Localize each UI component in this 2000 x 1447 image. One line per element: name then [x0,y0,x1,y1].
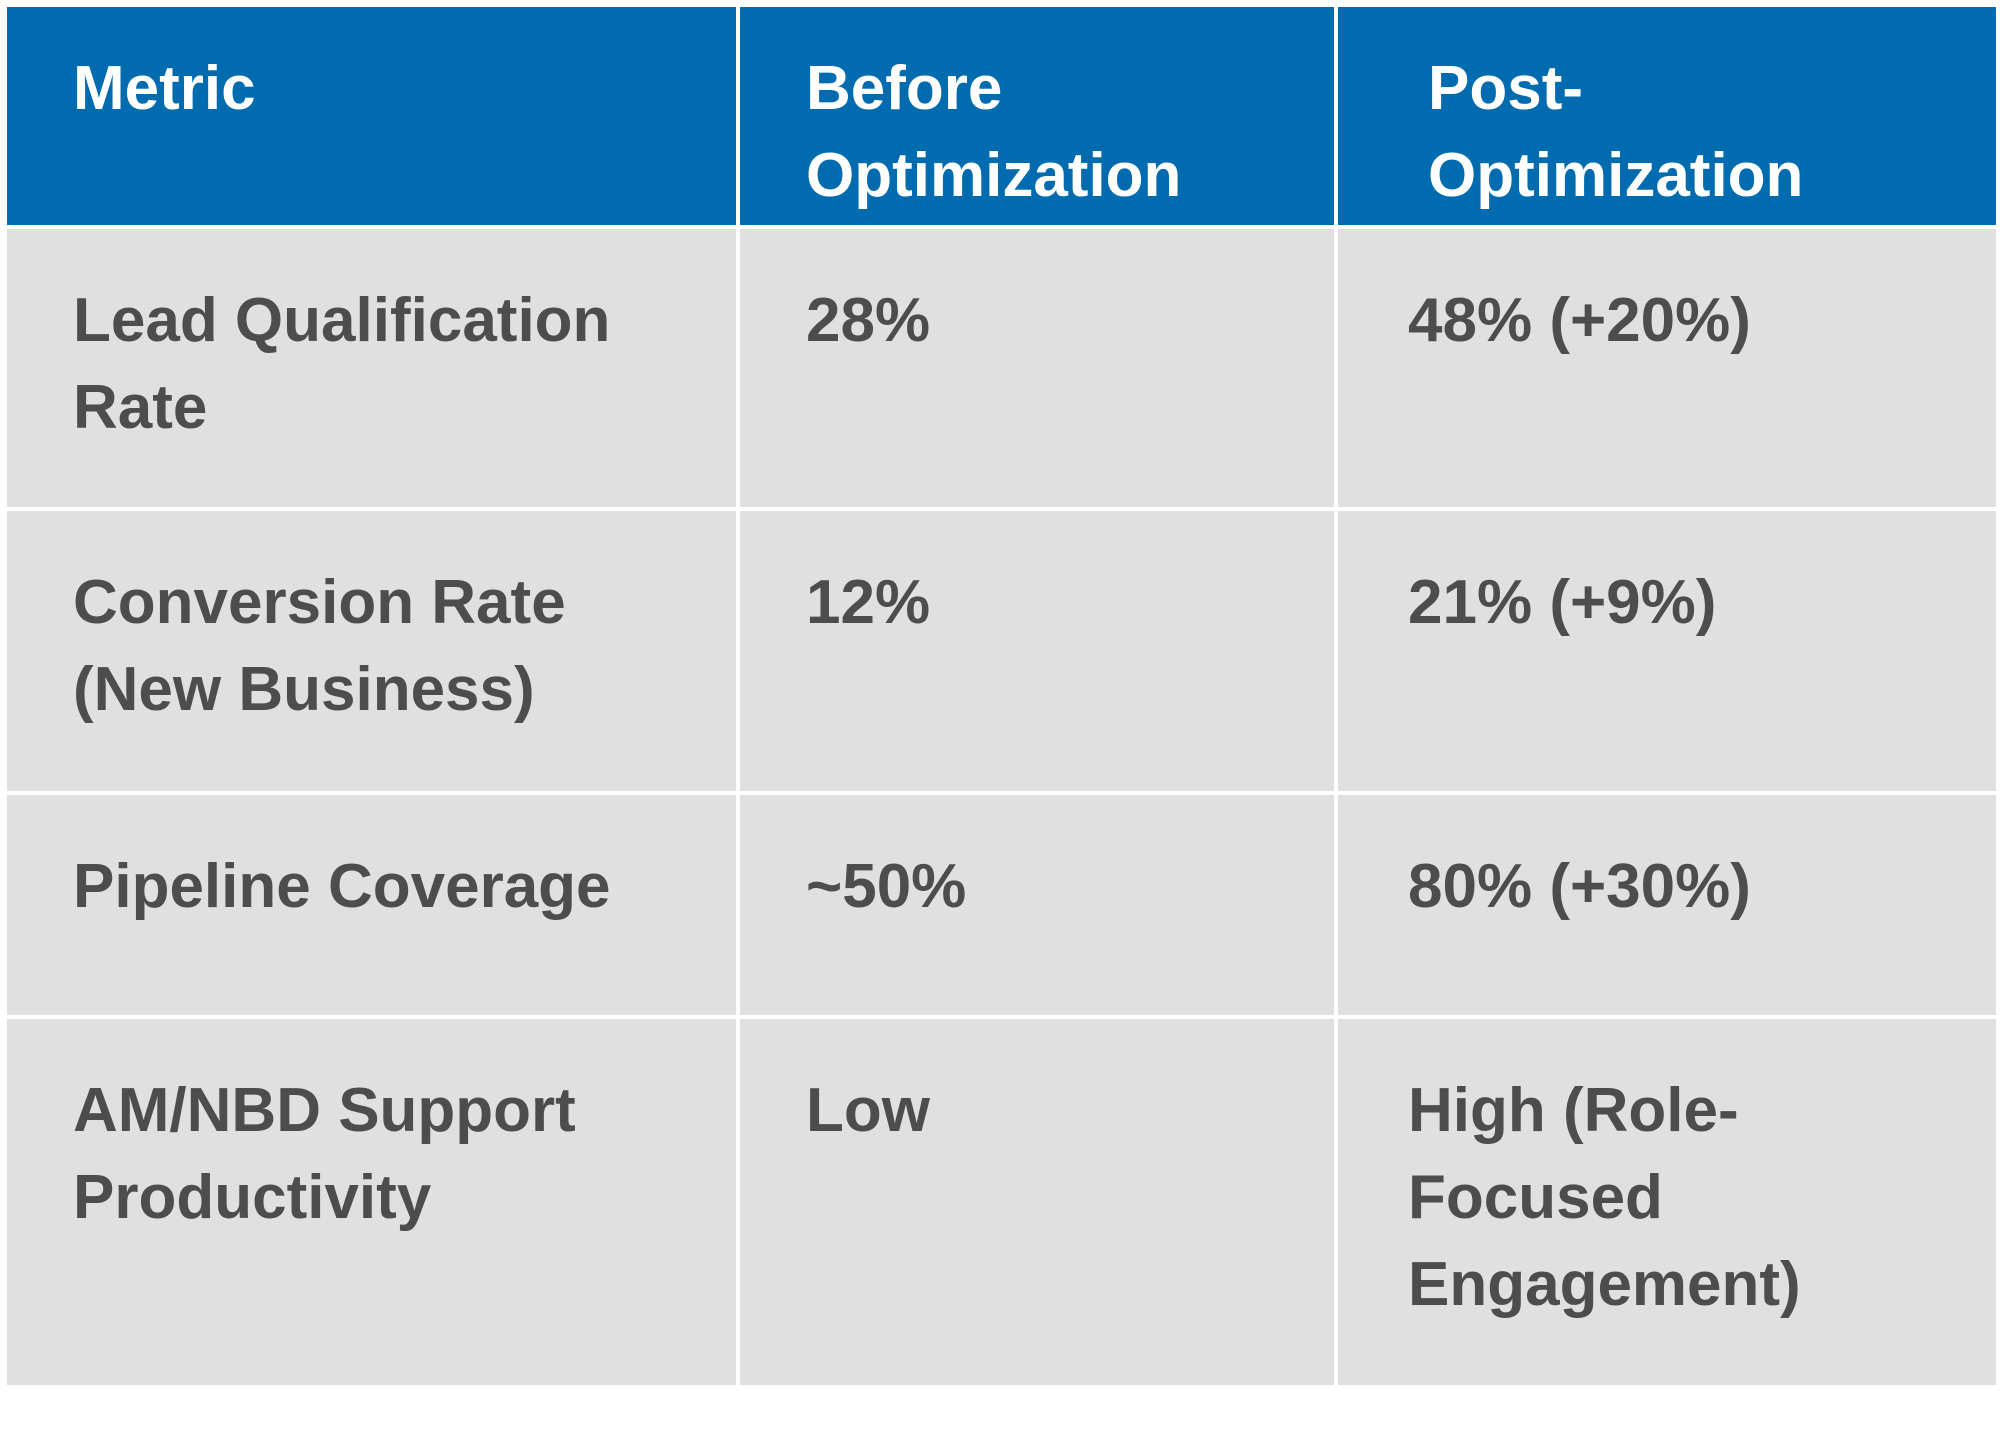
table-cell: Conversion Rate (New Business) [3,507,740,795]
table-cell: 12% [736,507,1338,795]
table-row: Pipeline Coverage ~50% 80% (+30%) [3,791,2000,1019]
table-cell: Pipeline Coverage [3,791,740,1019]
comparison-table: Metric Before Optimization Post-Optimiza… [3,3,2000,1389]
table-cell: Lead Qualification Rate [3,225,740,511]
table-cell: 48% (+20%) [1334,225,2000,511]
table-row: AM/NBD Support Productivity Low High (Role… [3,1015,2000,1389]
table-cell: ~50% [736,791,1338,1019]
table-cell: Low [736,1015,1338,1389]
table-cell: High (Role-Focused Engagement) [1334,1015,2000,1389]
table-cell: 28% [736,225,1338,511]
table-body: Lead Qualification Rate 28% 48% (+20%) Conv… [3,225,2000,1389]
table-cell: 80% (+30%) [1334,791,2000,1019]
header-cell: Before Optimization [736,3,1338,229]
table-row: Lead Qualification Rate 28% 48% (+20%) [3,225,2000,511]
header-cell: Metric [3,3,740,229]
header-row: Metric Before Optimization Post-Optimiza… [3,3,2000,229]
table-row: Conversion Rate (New Business) 12% 21% (+9… [3,507,2000,795]
header-cell: Post-Optimization [1334,3,2000,229]
table-cell: AM/NBD Support Productivity [3,1015,740,1389]
table-cell: 21% (+9%) [1334,507,2000,795]
